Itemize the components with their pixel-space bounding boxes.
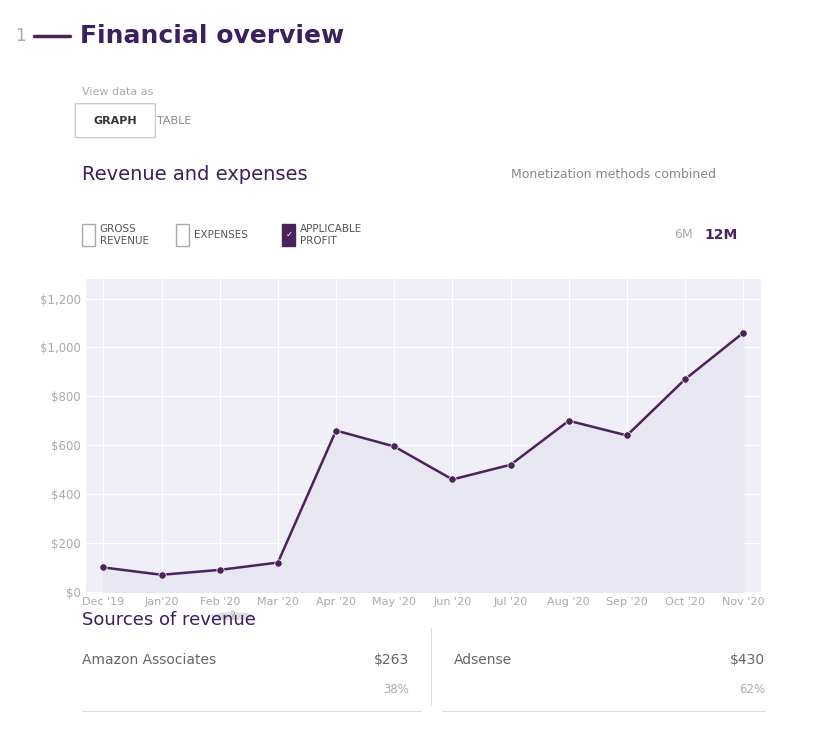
Text: EXPENSES: EXPENSES [194, 230, 248, 240]
Text: GROSS
REVENUE: GROSS REVENUE [100, 224, 149, 246]
Bar [82, 224, 95, 246]
Point [388, 440, 401, 452]
Bar [176, 224, 189, 246]
Point [562, 415, 575, 427]
Bar [282, 224, 295, 246]
Text: View data as: View data as [82, 87, 153, 97]
Text: $263: $263 [374, 653, 409, 667]
Point [737, 326, 750, 339]
Text: Monetization methods combined: Monetization methods combined [510, 168, 716, 182]
Text: 12M: 12M [705, 228, 738, 242]
Point [620, 430, 633, 442]
Text: Financial overview: Financial overview [80, 24, 344, 48]
FancyBboxPatch shape [75, 103, 155, 137]
Point [97, 562, 110, 574]
Text: 1: 1 [16, 27, 25, 45]
Point [272, 556, 285, 569]
Text: Amazon Associates: Amazon Associates [82, 653, 216, 667]
Text: APPLICABLE
PROFIT: APPLICABLE PROFIT [300, 224, 362, 246]
Text: ✓: ✓ [285, 230, 292, 239]
Text: Adsense: Adsense [454, 653, 512, 667]
Point [504, 458, 517, 470]
Text: TABLE: TABLE [157, 115, 191, 126]
Text: 38%: 38% [383, 682, 409, 696]
Point [446, 474, 459, 486]
Text: ?: ? [229, 611, 236, 621]
Text: Sources of revenue: Sources of revenue [82, 611, 256, 629]
Text: Revenue and expenses: Revenue and expenses [82, 165, 308, 185]
Circle shape [212, 613, 253, 619]
Point [330, 425, 343, 437]
Point [155, 569, 168, 581]
Point [679, 373, 692, 385]
Point [213, 564, 227, 576]
Text: 62%: 62% [739, 682, 765, 696]
Text: $430: $430 [730, 653, 765, 667]
Text: GRAPH: GRAPH [93, 115, 137, 126]
Text: 6M: 6M [674, 228, 692, 241]
